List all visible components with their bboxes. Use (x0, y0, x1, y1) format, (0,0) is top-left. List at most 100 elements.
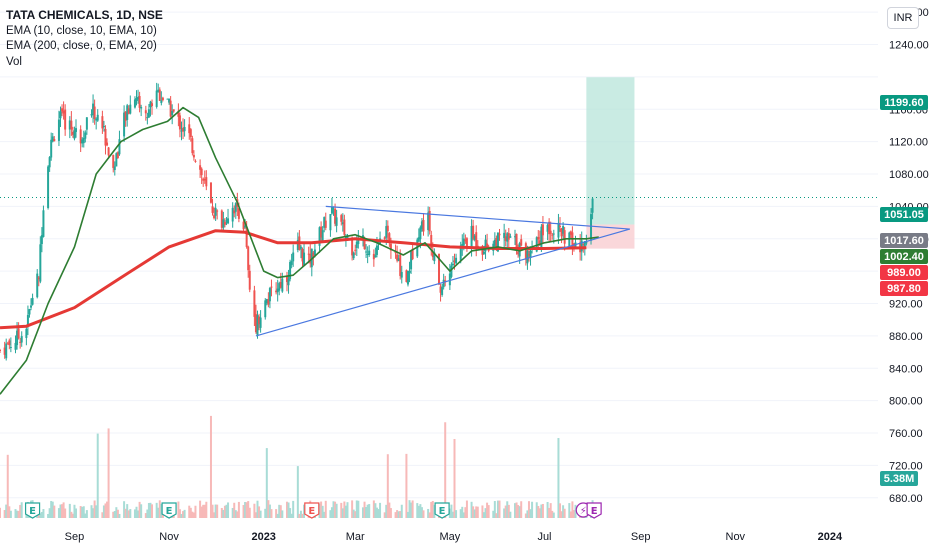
volume-bar-120 (259, 510, 262, 518)
candle-body-5 (9, 346, 12, 348)
candle-body-215 (465, 238, 468, 247)
candle-body-28 (61, 108, 64, 112)
volume-bar-222 (482, 512, 485, 518)
volume-bar-232 (504, 505, 507, 518)
candle-body-35 (75, 128, 78, 132)
event-letter-3: E (439, 506, 446, 517)
candle-body-10 (20, 336, 23, 343)
volume-bar-198 (430, 501, 433, 518)
price-tag-4 (880, 265, 928, 280)
y-tick-label-14: 720.00 (889, 460, 923, 472)
legend: TATA CHEMICALS, 1D, NSE EMA (10, close, … (6, 8, 163, 70)
candle-body-200 (433, 252, 436, 262)
volume-bar-188 (408, 500, 411, 518)
candle-body-198 (430, 234, 433, 248)
candle-body-87 (189, 129, 192, 138)
candle-body-211 (459, 245, 462, 261)
symbol-title[interactable]: TATA CHEMICALS, 1D, NSE (6, 8, 163, 22)
volume-bar-180 (389, 508, 392, 518)
candle-body-43 (93, 106, 96, 120)
candle-body-258 (560, 228, 563, 237)
candle-body-79 (171, 111, 174, 115)
volume-bar-156 (340, 502, 343, 518)
candle-body-146 (318, 227, 321, 246)
volume-bar-229 (496, 500, 499, 518)
volume-bar-111 (242, 505, 245, 518)
x-tick-label-6: Sep (631, 531, 651, 543)
volume-bar-194 (420, 507, 423, 518)
volume-bar-260 (563, 508, 566, 518)
candle-body-114 (247, 246, 250, 271)
candle-body-65 (140, 107, 143, 109)
volume-bar-31 (68, 503, 71, 518)
volume-bar-193 (419, 504, 422, 518)
candle-body-105 (227, 218, 230, 224)
candle-body-263 (571, 232, 574, 248)
y-tick-label-12: 800.00 (889, 396, 923, 408)
volume-bar-175 (379, 502, 382, 518)
volume-bar-68 (147, 502, 150, 518)
legend-ema-slow[interactable]: EMA (200, close, 0, EMA, 20) (6, 40, 157, 52)
y-tick-label-5: 1080.00 (889, 169, 929, 181)
volume-bar-248 (538, 508, 541, 518)
candle-body-267 (580, 240, 583, 252)
candle-body-203 (441, 287, 444, 295)
price-tag-label-1: 1051.05 (884, 209, 924, 221)
candle-body-98 (213, 215, 216, 219)
candle-body-71 (155, 90, 158, 107)
volume-bar-37 (81, 506, 84, 518)
volume-bar-223 (484, 508, 487, 518)
legend-ema-fast[interactable]: EMA (10, close, 10, EMA, 10) (6, 24, 157, 37)
volume-bar-27 (59, 504, 62, 518)
candle-body-241 (524, 243, 527, 260)
target-zone (586, 77, 635, 225)
candle-body-91 (199, 165, 202, 170)
ema-10-line (0, 106, 599, 395)
volume-bar-123 (267, 500, 270, 518)
volume-bar-197 (428, 512, 431, 518)
candle-body-86 (188, 124, 191, 134)
volume-bar-19 (40, 511, 43, 518)
candle-body-101 (220, 210, 223, 228)
volume-bar-183 (397, 511, 400, 518)
currency-button[interactable]: INR (887, 7, 919, 29)
candle-body-157 (341, 222, 344, 225)
volume-bar-4 (8, 506, 11, 518)
volume-bar-155 (335, 503, 338, 518)
volume-bar-106 (231, 507, 234, 518)
candle-body-199 (431, 251, 434, 258)
candle-body-97 (211, 206, 214, 213)
volume-bar-70 (151, 504, 154, 518)
y-tick-label-10: 880.00 (889, 331, 923, 343)
candle-body-242 (526, 250, 529, 264)
volume-bar-190 (411, 500, 414, 518)
candle-body-37 (81, 139, 84, 144)
volume-bar-40 (85, 510, 88, 518)
volume-bar-34 (73, 504, 76, 518)
candle-body-253 (549, 230, 552, 234)
price-tag-2 (880, 233, 928, 248)
volume-bar-22 (48, 508, 51, 518)
volume-bar-51 (112, 511, 115, 518)
candle-body-76 (166, 98, 169, 100)
legend-volume[interactable]: Vol (6, 55, 22, 68)
candle-body-193 (419, 227, 422, 240)
candle-body-246 (535, 237, 538, 252)
candle-body-94 (203, 178, 206, 181)
volume-bar-249 (540, 504, 543, 518)
candle-body-132 (287, 278, 290, 286)
volume-bar-149 (323, 511, 326, 518)
volume-bar-86 (188, 505, 191, 518)
triangle-upper-trendline (325, 205, 630, 230)
volume-bar-102 (222, 509, 225, 518)
volume-bar-74 (160, 503, 163, 518)
price-tag-label-3: 1002.40 (884, 251, 924, 263)
volume-bar-254 (551, 510, 554, 518)
volume-bar-200 (433, 504, 436, 518)
candle-body-11 (25, 328, 28, 339)
volume-bar-264 (572, 510, 575, 518)
candle-body-235 (509, 236, 512, 238)
volume-bar-135 (292, 500, 295, 518)
